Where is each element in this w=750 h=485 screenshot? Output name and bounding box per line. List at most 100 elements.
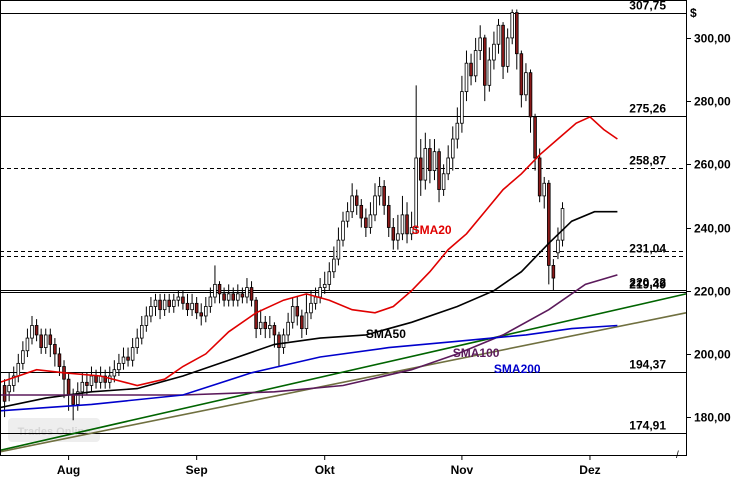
candle — [85, 372, 89, 395]
candle-body — [405, 214, 409, 235]
candle-body — [263, 321, 268, 330]
candle — [158, 293, 162, 320]
candle-body — [386, 204, 391, 228]
candle — [469, 53, 473, 86]
candle — [75, 382, 80, 411]
series-line-sma200 — [0, 324, 618, 412]
candle-body — [547, 182, 551, 266]
candle-body — [483, 37, 487, 86]
candle-body — [391, 227, 396, 241]
candle — [437, 148, 441, 203]
level-label: 258,87 — [629, 154, 666, 168]
candle — [121, 347, 126, 370]
candle — [524, 63, 528, 102]
candle-body — [222, 293, 226, 301]
level-label: 219,49 — [629, 278, 666, 292]
candle — [53, 338, 57, 367]
candle-body — [268, 325, 272, 330]
candle-body — [313, 296, 318, 304]
trendline-trend-green — [0, 293, 687, 452]
candle — [254, 297, 258, 339]
candle-body — [505, 37, 510, 67]
candle-body — [245, 287, 249, 298]
sma-label-sma50: SMA50 — [366, 327, 406, 341]
candle — [460, 75, 464, 133]
candle-body — [199, 312, 203, 317]
candle-body — [2, 385, 7, 402]
candle-body — [464, 62, 469, 93]
candle — [249, 281, 254, 307]
candle-body — [341, 220, 345, 241]
candle — [272, 322, 277, 348]
candle-body — [135, 337, 139, 348]
candle-body — [57, 353, 62, 367]
level-label: 275,26 — [629, 102, 666, 116]
candle-body — [217, 283, 222, 295]
candle-body — [332, 258, 336, 273]
candle — [318, 278, 322, 304]
candle-body — [354, 195, 359, 206]
currency-symbol: $ — [690, 6, 697, 20]
candle-body — [117, 362, 121, 371]
candle-body — [66, 378, 71, 396]
candle-body — [272, 325, 277, 336]
candle-body — [309, 302, 313, 314]
sma-label-sma200: SMA200 — [494, 362, 541, 376]
candle-body — [359, 204, 364, 219]
candle-body — [80, 381, 85, 393]
candle-body — [103, 375, 107, 383]
candle — [441, 164, 446, 196]
candle-body — [515, 12, 519, 55]
candle-body — [249, 287, 254, 301]
series-line-sma100 — [0, 274, 618, 396]
candle-body — [130, 347, 135, 361]
candle-body — [281, 334, 286, 348]
candle — [510, 9, 514, 45]
candle-body — [409, 227, 414, 235]
candle — [62, 360, 66, 399]
candle — [450, 126, 455, 171]
candle-body — [172, 299, 176, 307]
candle — [48, 328, 53, 358]
candle-body — [441, 173, 446, 190]
candle — [277, 331, 281, 367]
candle-body — [368, 214, 373, 228]
candle — [153, 293, 158, 316]
candle — [258, 309, 263, 335]
candle — [290, 297, 295, 329]
candle-body — [85, 381, 89, 386]
candle — [34, 319, 39, 342]
candle-body — [30, 325, 34, 339]
candle-body — [437, 151, 441, 190]
candle-body — [286, 321, 290, 336]
candle — [505, 28, 510, 73]
series-line-sma50 — [0, 210, 618, 409]
candle-body — [537, 157, 542, 197]
candle — [181, 290, 185, 310]
candle — [423, 132, 428, 190]
candle-body — [153, 299, 158, 307]
candle — [382, 180, 386, 215]
candle-body — [277, 334, 281, 348]
candle — [222, 287, 226, 307]
x-tick-label: Aug — [57, 463, 80, 477]
candle — [135, 328, 139, 354]
candle-body — [455, 122, 460, 140]
candle-body — [560, 208, 565, 241]
candle-body — [75, 391, 80, 405]
level-label: 231,04 — [629, 242, 666, 256]
y-tick-label: 200,00 — [694, 348, 731, 362]
watermark-text: Trades Online — [18, 426, 91, 438]
candle — [405, 202, 409, 244]
candle — [547, 180, 551, 285]
candle — [322, 271, 327, 294]
candle — [341, 211, 345, 247]
candle-body — [89, 375, 94, 386]
candle — [409, 211, 414, 241]
candle — [332, 246, 336, 279]
candle-body — [231, 293, 236, 301]
y-tick-label: 240,00 — [694, 222, 731, 236]
candle-body — [181, 296, 185, 304]
candle — [400, 195, 405, 241]
candle — [263, 315, 268, 339]
